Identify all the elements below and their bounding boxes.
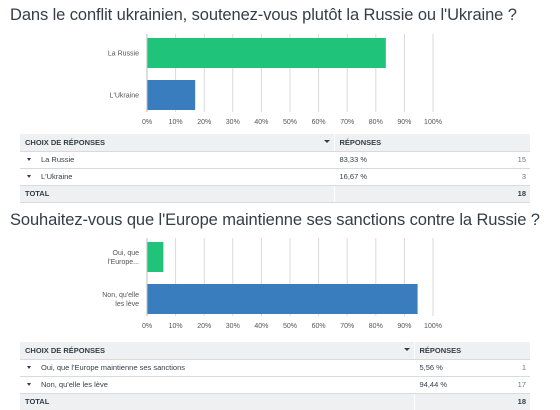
percent-cell: 83,33 % <box>333 151 504 169</box>
table-row[interactable]: L'Ukraine 16,67 % 3 <box>20 168 530 186</box>
x-tick-label: 90% <box>397 323 411 330</box>
x-tick-label: 60% <box>312 119 326 126</box>
x-tick-label: 40% <box>254 323 268 330</box>
choice-label: Non, qu'elle les lève <box>41 380 108 389</box>
x-tick-label: 0% <box>142 323 152 330</box>
count-column-header <box>504 134 530 152</box>
x-tick-label: 10% <box>169 323 183 330</box>
category-label: les lève <box>115 301 139 308</box>
question-1-chart-svg: 0% 10% 20% 30% 40% 50% 60% 70% 80% 90% 100% La Russ… <box>108 34 442 126</box>
category-label: Non, qu'elle <box>102 292 139 299</box>
expand-caret-icon[interactable] <box>27 175 31 179</box>
count-cell: 17 <box>504 376 530 394</box>
percent-cell: 94,44 % <box>413 376 504 394</box>
question-2-bar-chart: 0% 10% 20% 30% 40% 50% 60% 70% 80% 90% 100% Oui, qu… <box>0 238 560 334</box>
x-tick-label: 10% <box>169 119 183 126</box>
choice-label: L'Ukraine <box>41 172 73 181</box>
x-tick-label: 90% <box>397 119 411 126</box>
question-1-bar-chart: 0% 10% 20% 30% 40% 50% 60% 70% 80% 90% 100% La Russ… <box>0 34 560 130</box>
category-label: L'Ukraine <box>110 93 139 100</box>
bar <box>147 284 418 314</box>
total-label: TOTAL <box>20 393 414 410</box>
total-label: TOTAL <box>20 185 334 203</box>
question-2-chart-svg: 0% 10% 20% 30% 40% 50% 60% 70% 80% 90% 100% Oui, qu… <box>102 238 442 330</box>
choice-cell: Non, qu'elle les lève <box>20 376 414 394</box>
total-count: 18 <box>504 185 530 203</box>
choice-cell: La Russie <box>20 151 334 169</box>
count-cell: 1 <box>504 359 530 377</box>
x-tick-label: 70% <box>340 119 354 126</box>
table-total-row: TOTAL 18 <box>20 185 530 203</box>
x-tick-label: 100% <box>424 323 442 330</box>
table-header-row: CHOIX DE RÉPONSES RÉPONSES <box>20 342 530 360</box>
choice-column-header[interactable]: CHOIX DE RÉPONSES <box>20 134 334 152</box>
sort-down-icon[interactable] <box>323 139 330 143</box>
responses-column-header[interactable]: RÉPONSES <box>413 342 504 360</box>
x-tick-label: 50% <box>283 119 297 126</box>
expand-caret-icon[interactable] <box>27 158 31 162</box>
table-row[interactable]: Oui, que l'Europe maintienne ses sanctio… <box>20 359 530 377</box>
choice-label: Oui, que l'Europe maintienne ses sanctio… <box>41 363 186 372</box>
bar <box>147 38 386 68</box>
category-label: La Russie <box>108 51 139 58</box>
question-1-results-table: CHOIX DE RÉPONSES RÉPONSES La Russie 83,… <box>20 134 530 203</box>
table-row[interactable]: La Russie 83,33 % 15 <box>20 151 530 169</box>
total-count: 18 <box>504 393 530 410</box>
bar <box>147 242 164 272</box>
responses-column-header[interactable]: RÉPONSES <box>333 134 504 152</box>
x-tick-label: 20% <box>197 119 211 126</box>
count-cell: 3 <box>504 168 530 186</box>
x-tick-label: 50% <box>283 323 297 330</box>
bar <box>147 80 196 110</box>
choice-label: La Russie <box>41 155 75 164</box>
question-2-title: Souhaitez-vous que l'Europe maintienne s… <box>10 211 540 229</box>
percent-cell: 5,56 % <box>413 359 504 377</box>
x-tick-label: 0% <box>142 119 152 126</box>
table-total-row: TOTAL 18 <box>20 393 530 410</box>
table-header-row: CHOIX DE RÉPONSES RÉPONSES <box>20 134 530 152</box>
choice-cell: L'Ukraine <box>20 168 334 186</box>
count-column-header <box>504 342 530 360</box>
x-tick-label: 30% <box>226 119 240 126</box>
x-tick-label: 20% <box>197 323 211 330</box>
choice-column-label: CHOIX DE RÉPONSES <box>25 137 106 147</box>
expand-caret-icon[interactable] <box>27 366 31 370</box>
question-1-title: Dans le conflit ukrainien, soutenez-vous… <box>10 6 517 24</box>
choice-column-header[interactable]: CHOIX DE RÉPONSES <box>20 342 414 360</box>
category-label: l'Europe... <box>108 259 139 266</box>
total-percent-cell <box>413 393 504 410</box>
x-tick-label: 60% <box>312 323 326 330</box>
x-tick-label: 30% <box>226 323 240 330</box>
x-tick-label: 100% <box>424 119 442 126</box>
percent-cell: 16,67 % <box>333 168 504 186</box>
x-tick-label: 70% <box>340 323 354 330</box>
table-row[interactable]: Non, qu'elle les lève 94,44 % 17 <box>20 376 530 394</box>
sort-down-icon[interactable] <box>403 347 410 351</box>
count-cell: 15 <box>504 151 530 169</box>
total-percent-cell <box>333 185 504 203</box>
choice-cell: Oui, que l'Europe maintienne ses sanctio… <box>20 359 414 377</box>
choice-column-label: CHOIX DE RÉPONSES <box>25 345 106 355</box>
expand-caret-icon[interactable] <box>27 383 31 387</box>
x-tick-label: 40% <box>254 119 268 126</box>
x-tick-label: 80% <box>369 323 383 330</box>
question-2-results-table: CHOIX DE RÉPONSES RÉPONSES Oui, que l'Eu… <box>20 342 530 410</box>
category-label: Oui, que <box>113 250 140 257</box>
x-tick-label: 80% <box>369 119 383 126</box>
